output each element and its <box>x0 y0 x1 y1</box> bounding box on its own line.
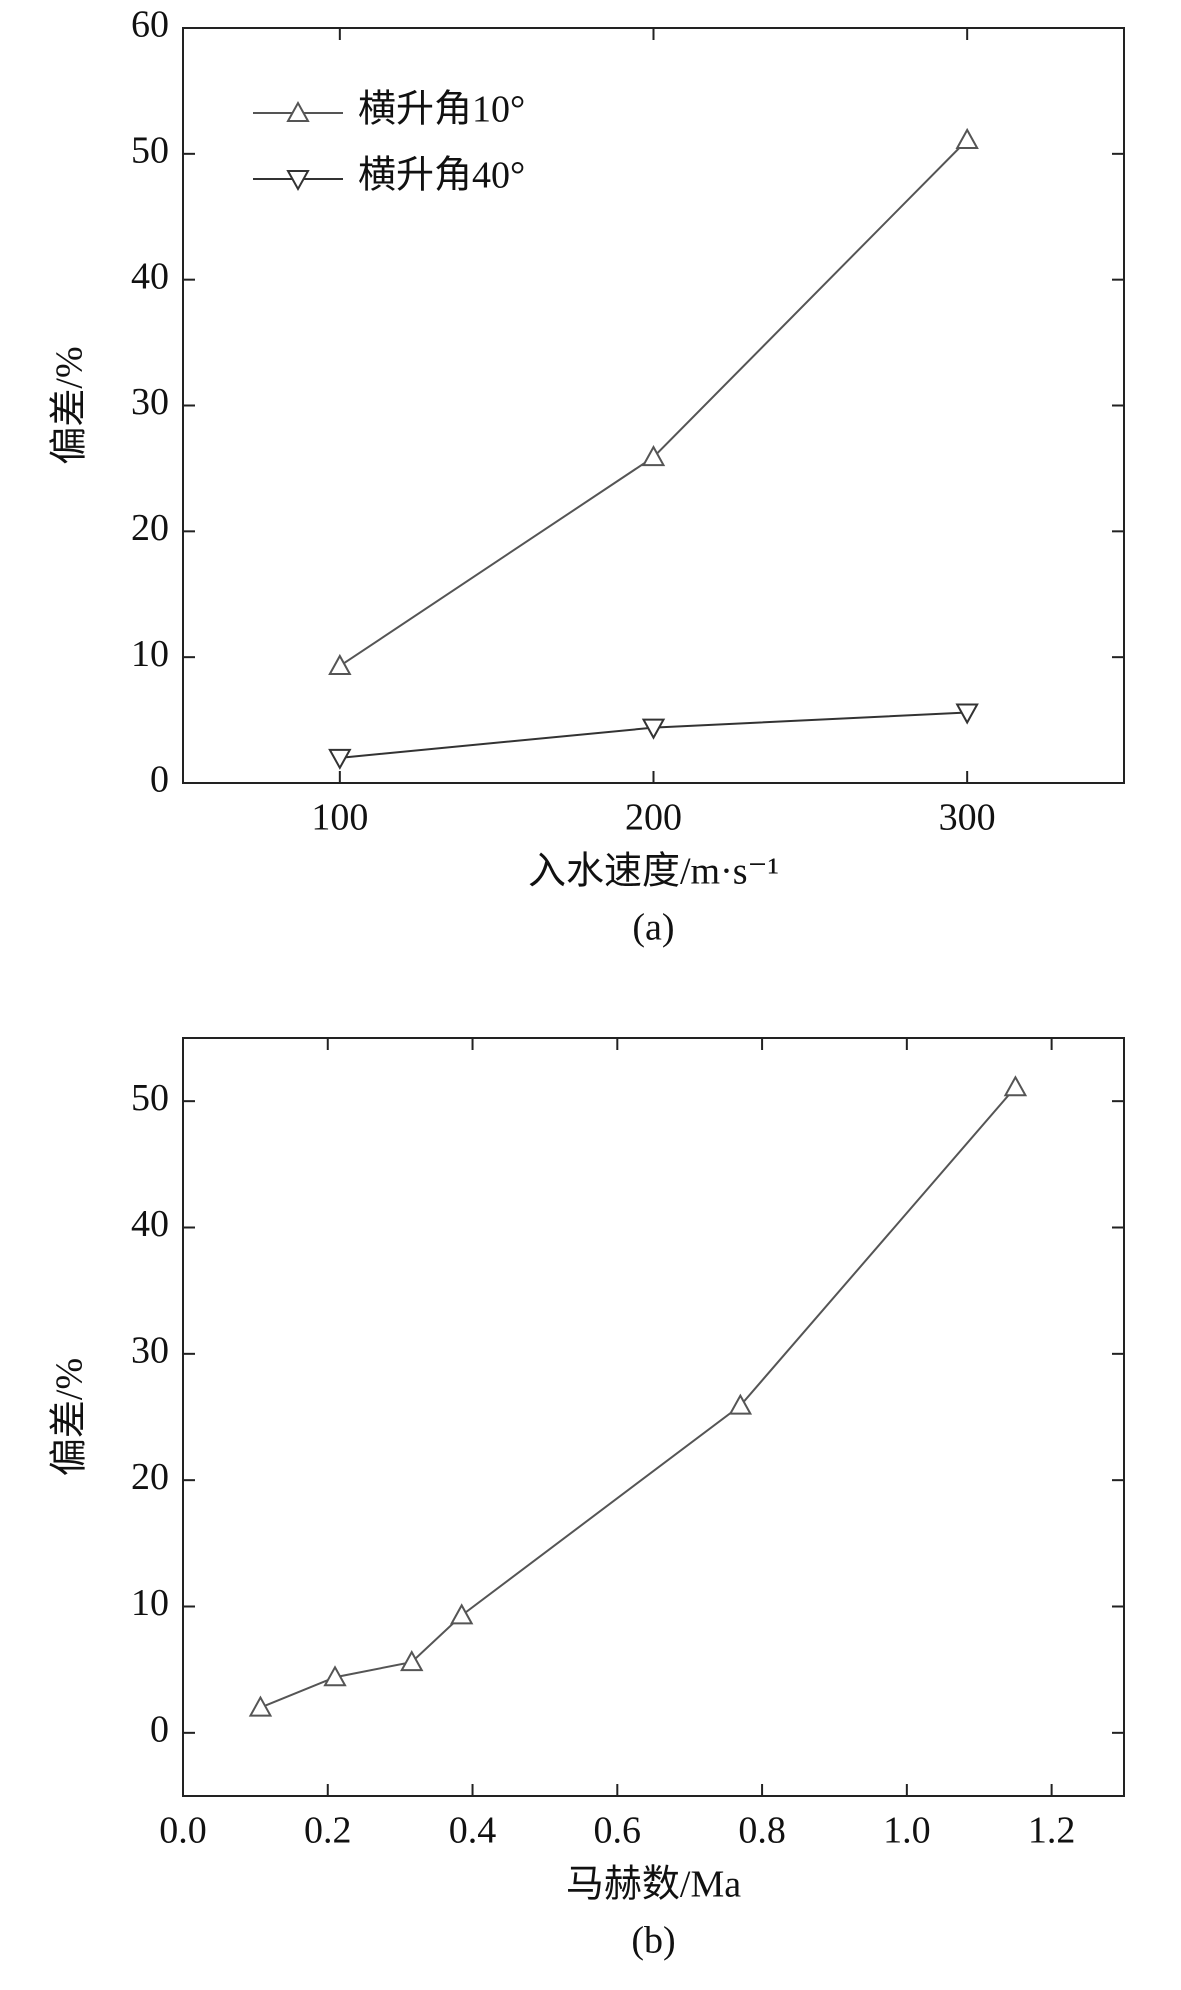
legend-marker <box>286 100 310 122</box>
plot-frame <box>182 27 1125 784</box>
x-tick-label: 1.2 <box>1028 1810 1076 1852</box>
data-point <box>728 1393 753 1415</box>
data-point <box>400 1650 424 1672</box>
y-tick-label: 40 <box>131 255 169 297</box>
data-point <box>248 1695 273 1717</box>
legend-label: 横升角10° <box>358 89 525 131</box>
x-tick-label: 200 <box>625 797 682 839</box>
plot-frame <box>182 1037 1125 1797</box>
y-axis-label: 偏差/% <box>49 346 91 464</box>
y-tick-label: 20 <box>131 507 169 549</box>
y-axis-label: 偏差/% <box>49 1358 91 1476</box>
caption: (b) <box>631 1920 675 1962</box>
y-tick-label: 50 <box>131 1077 169 1119</box>
data-point <box>1003 1075 1028 1097</box>
y-tick-label: 0 <box>150 1709 169 1751</box>
x-axis-label: 入水速度/m·s⁻¹ <box>528 851 779 893</box>
data-point <box>955 703 979 725</box>
series-line <box>260 1086 1017 1709</box>
x-tick-label: 0.6 <box>594 1810 642 1852</box>
y-tick-label: 30 <box>131 381 169 423</box>
y-tick-label: 40 <box>131 1203 169 1245</box>
data-point <box>955 127 979 149</box>
data-point <box>641 718 666 740</box>
data-point <box>641 445 666 467</box>
data-point <box>328 748 352 770</box>
y-tick-label: 50 <box>131 130 169 172</box>
x-tick-label: 0.4 <box>449 1810 497 1852</box>
data-point <box>323 1665 347 1687</box>
data-point <box>328 653 352 675</box>
legend-label: 横升角40° <box>358 155 525 197</box>
data-point <box>449 1603 474 1625</box>
caption: (a) <box>632 907 674 949</box>
legend-marker <box>286 170 310 192</box>
y-tick-label: 10 <box>131 1582 169 1624</box>
x-tick-label: 300 <box>939 797 996 839</box>
series-line <box>339 139 968 667</box>
x-tick-label: 100 <box>311 797 368 839</box>
x-tick-label: 0.2 <box>304 1810 352 1852</box>
y-tick-label: 10 <box>131 633 169 675</box>
y-tick-label: 0 <box>150 759 169 801</box>
x-tick-label: 0.0 <box>159 1810 207 1852</box>
x-axis-label: 马赫数/Ma <box>566 1864 741 1906</box>
y-tick-label: 60 <box>131 4 169 46</box>
x-tick-label: 1.0 <box>883 1810 931 1852</box>
y-tick-label: 20 <box>131 1456 169 1498</box>
x-tick-label: 0.8 <box>738 1810 786 1852</box>
y-tick-label: 30 <box>131 1330 169 1372</box>
